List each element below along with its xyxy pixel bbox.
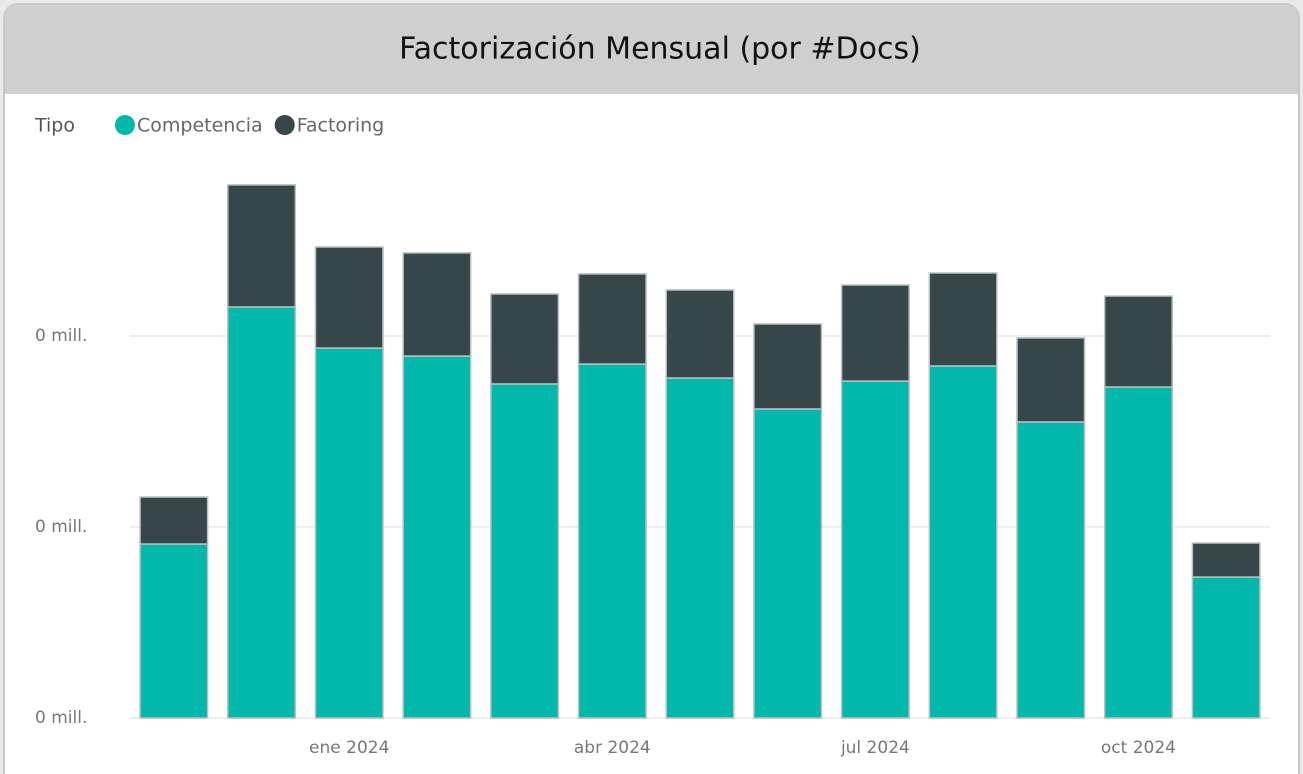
header	[5, 5, 1298, 94]
bar-segment	[1016, 337, 1086, 423]
legend-label: Competencia	[137, 115, 263, 137]
bar-segment	[928, 272, 998, 367]
bar-segment	[490, 383, 560, 719]
x-tick-label: ene 2024	[309, 738, 389, 758]
bar-segment	[490, 293, 560, 385]
bar-segment	[314, 347, 384, 719]
legend-label: Factoring	[297, 115, 385, 137]
y-tick-label: 0 mill.	[35, 326, 87, 346]
bar-segment	[840, 380, 910, 719]
bar-segment	[665, 289, 735, 379]
bar-segment	[402, 252, 472, 357]
y-tick-label: 0 mill.	[35, 517, 87, 537]
bar-segment	[665, 377, 735, 719]
bar-segment	[577, 363, 647, 719]
bar-segment	[1103, 295, 1173, 388]
bar-segment	[1191, 542, 1261, 578]
x-tick-label: oct 2024	[1101, 738, 1176, 758]
bar-segment	[753, 323, 823, 410]
bar-segment	[840, 284, 910, 382]
bar-segment	[1191, 576, 1261, 719]
legend-title: Tipo	[34, 115, 75, 137]
chart-title: Factorización Mensual (por #Docs)	[399, 32, 921, 67]
bar-segment	[1103, 386, 1173, 719]
x-tick-label: jul 2024	[840, 738, 910, 758]
bar-segment	[139, 496, 209, 545]
bar-segment	[402, 355, 472, 719]
x-tick-label: abr 2024	[574, 738, 651, 758]
y-tick-label: 0 mill.	[35, 708, 87, 728]
bar-segment	[1016, 421, 1086, 719]
bar-segment	[227, 184, 297, 308]
bar-segment	[928, 365, 998, 719]
legend-swatch	[274, 115, 295, 135]
bar-segment	[577, 273, 647, 365]
bar-segment	[139, 543, 209, 719]
bar-segment	[753, 408, 823, 719]
bar-segment	[314, 246, 384, 349]
bar-segment	[227, 306, 297, 719]
legend-swatch	[115, 115, 135, 135]
